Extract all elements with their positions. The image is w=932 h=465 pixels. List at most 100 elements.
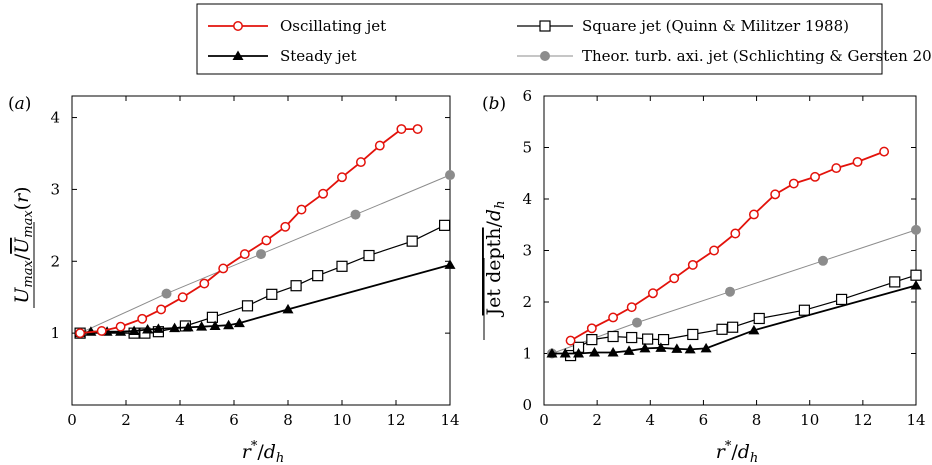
panel-b-series-line-steady [552, 284, 917, 355]
panel-a-point-oscillating [280, 221, 291, 232]
panel-b-point-square [657, 333, 670, 346]
panel-a-point-steady [85, 326, 97, 336]
panel-b-point-oscillating [748, 209, 759, 220]
panel-b-point-oscillating [810, 171, 820, 182]
panel-a-y-tick-label: 3 [50, 180, 60, 198]
panel-b-point-square [642, 333, 654, 345]
panel-b-point-steady [607, 346, 619, 357]
panel-b-point-theory [632, 317, 642, 328]
panel-a-point-steady [142, 324, 154, 334]
panel-a-point-theory [350, 209, 361, 220]
panel-b-point-oscillating [730, 228, 741, 239]
panel-b-y-tick-label: 4 [522, 190, 532, 208]
panel-b-y-tick-label: 5 [522, 139, 532, 157]
panel-a-point-oscillating [218, 263, 229, 274]
panel-a-x-tick-label: 12 [386, 411, 405, 429]
panel-a-point-oscillating [374, 140, 385, 151]
panel-b-label: (b) [482, 94, 506, 114]
panel-a-point-oscillating [412, 124, 423, 135]
panel-b-x-tick-label: 2 [592, 411, 602, 429]
panel-b-point-square [889, 276, 901, 288]
panel-b-point-oscillating [647, 288, 658, 299]
panel-a-point-oscillating [115, 321, 126, 332]
panel-b-y-axis-label: Jet depth/dh [483, 201, 508, 318]
panel-a-point-square [312, 270, 324, 282]
panel-b-point-oscillating [788, 178, 799, 189]
panel-b-x-tick-label: 6 [699, 411, 709, 429]
panel-a-point-oscillating [355, 157, 366, 168]
panel-b-x-tick-label: 12 [853, 411, 872, 429]
panel-b-point-oscillating [687, 259, 698, 270]
panel-b-point-oscillating [669, 273, 680, 284]
legend-marker-steady [232, 50, 244, 60]
panel-a-x-tick-label: 4 [175, 411, 185, 429]
panel-a-point-oscillating [156, 304, 167, 315]
panel-a-point-steady [233, 317, 245, 328]
panel-b-point-square [626, 331, 638, 344]
panel-b-point-square [716, 323, 728, 335]
panel-a-point-square [439, 219, 451, 231]
legend-item-steady: Steady jet [208, 47, 357, 65]
panel-a-x-tick-label: 10 [332, 411, 351, 429]
panel-a-point-theory [256, 249, 266, 260]
panel-a-point-oscillating [75, 328, 86, 339]
panel-b-plot-frame [543, 95, 917, 406]
panel-b-point-oscillating [586, 323, 597, 334]
panel-b-point-oscillating [770, 189, 781, 200]
panel-b-point-steady [700, 342, 712, 353]
panel-b-point-oscillating [831, 163, 842, 174]
panel-a-point-theory [445, 170, 455, 181]
panel-b-point-square [727, 321, 739, 333]
panel-b-point-square [753, 312, 765, 325]
panel-b-point-steady [639, 342, 651, 353]
panel-a-y-tick-label: 2 [50, 252, 60, 270]
panel-a-point-steady [209, 320, 221, 330]
panel-b-point-square [607, 330, 619, 343]
panel-b-y-tick-label: 3 [522, 242, 532, 260]
panel-a-point-theory [161, 288, 172, 299]
panel-b-point-theory [911, 224, 921, 235]
panel-a-point-square [363, 249, 375, 262]
legend-marker-square [539, 20, 551, 32]
panel-a-point-oscillating [318, 188, 329, 199]
panel-a-point-oscillating [296, 204, 307, 215]
panel-b-x-tick-label: 0 [539, 411, 549, 429]
panel-b-point-square [687, 328, 699, 341]
panel-b-x-tick-label: 8 [752, 411, 762, 429]
panel-a-x-axis-label: r*/dh [242, 439, 285, 465]
panel-a-x-tick-label: 2 [121, 411, 131, 429]
panel-a-point-steady [128, 325, 140, 335]
panel-b-point-steady [910, 280, 922, 290]
panel-a-label: (a) [8, 94, 31, 114]
panel-b-point-steady [748, 324, 760, 335]
panel-b-x-axis-label: r*/dh [716, 439, 759, 465]
panel-a-point-square [290, 280, 302, 292]
panel-a-point-steady [282, 303, 294, 314]
panel-a-point-oscillating [396, 124, 407, 135]
panel-b-point-theory [818, 255, 828, 266]
legend-marker-theory [540, 51, 550, 61]
panel-b-point-square [586, 333, 598, 346]
panel-a-plot-frame [71, 95, 451, 406]
panel-a-point-oscillating [177, 292, 188, 303]
legend-label-steady: Steady jet [280, 47, 357, 65]
legend-item-square: Square jet (Quinn & Militzer 1988) [517, 17, 849, 35]
panel-b-point-square [910, 269, 922, 281]
legend-item-oscillating: Oscillating jet [208, 17, 386, 35]
panel-a-x-tick-label: 0 [67, 411, 77, 429]
panel-a-point-steady [169, 322, 181, 333]
panel-b-point-steady [684, 343, 696, 354]
legend-box [196, 3, 883, 75]
panel-a-point-oscillating [137, 313, 148, 324]
panel-b-y-tick-label: 0 [522, 396, 532, 414]
legend-label-square: Square jet (Quinn & Militzer 1988) [582, 17, 849, 35]
panel-b-y-tick-label: 6 [522, 87, 532, 105]
panel-a-y-tick-label: 1 [50, 324, 60, 342]
panel-b-point-steady [655, 342, 667, 352]
panel-a-point-square [266, 288, 278, 300]
panel-a-point-square [406, 235, 418, 247]
panel-b-y-tick-label: 2 [522, 293, 532, 311]
legend-label-oscillating: Oscillating jet [280, 17, 386, 35]
panel-a-point-oscillating [199, 278, 210, 289]
panel-a-point-oscillating [239, 249, 250, 260]
